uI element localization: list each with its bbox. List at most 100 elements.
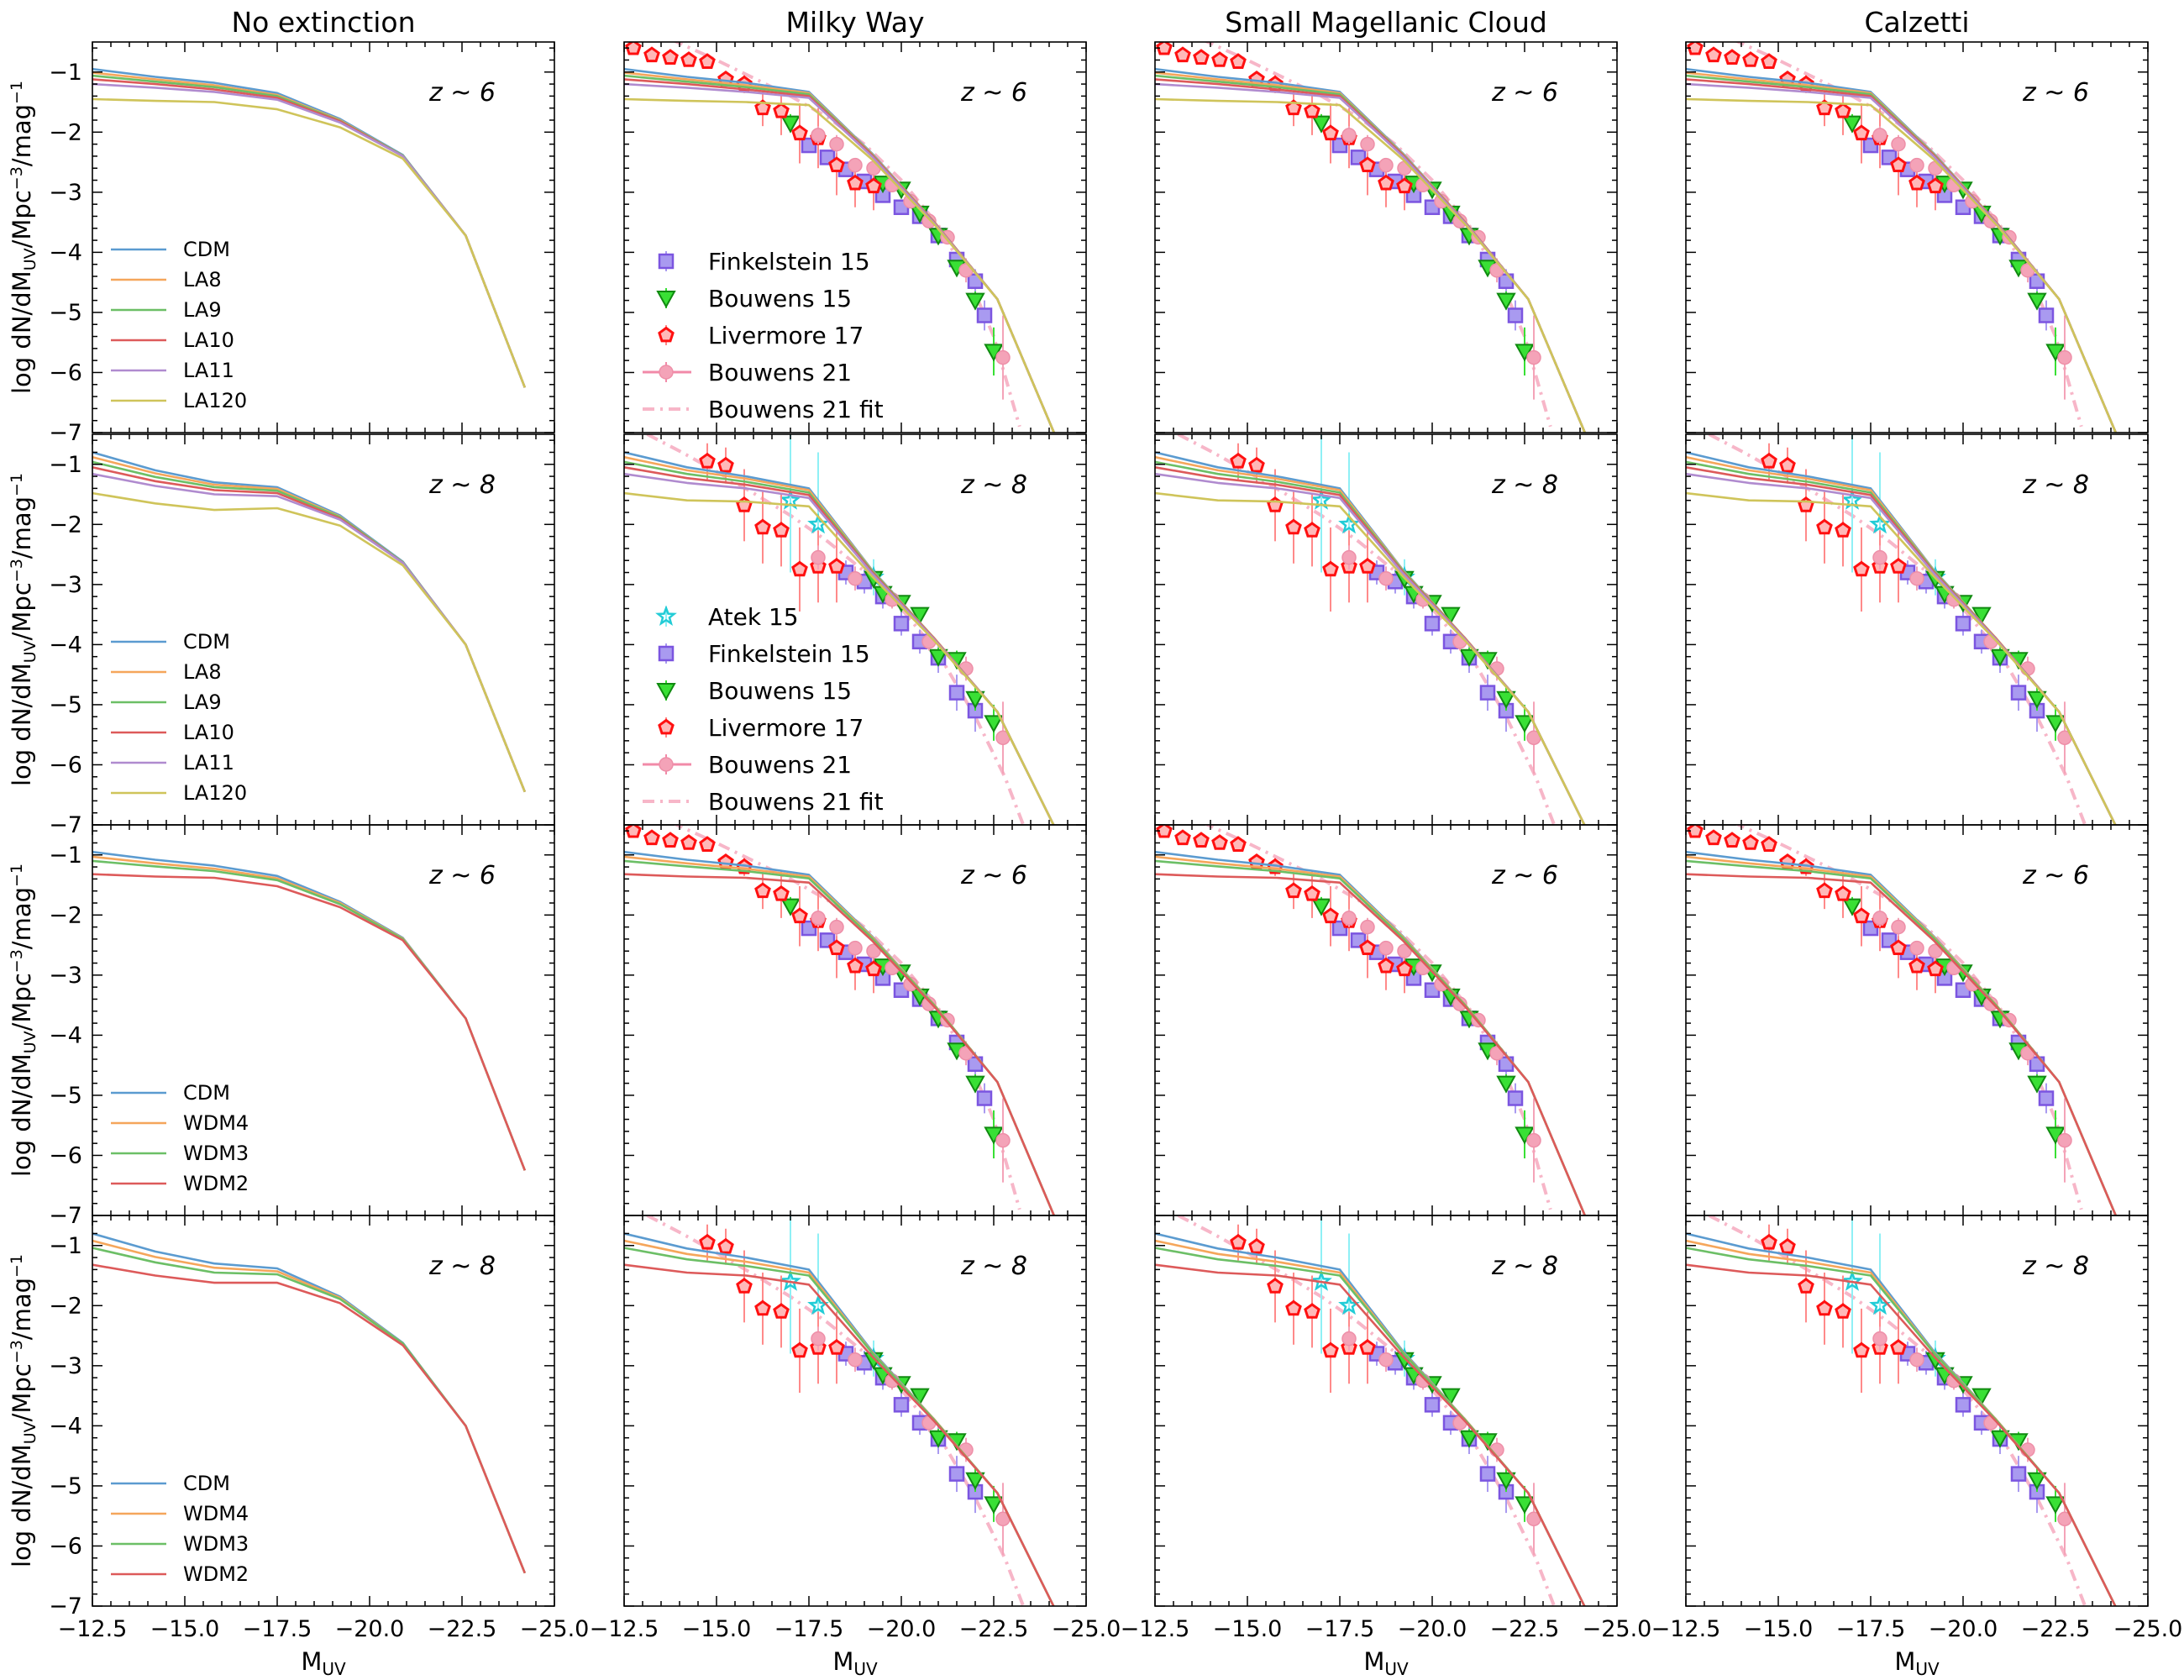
bouwens21-marker: [1909, 940, 1924, 956]
livermore-marker: [1742, 834, 1759, 850]
panel-frame: [1685, 41, 2149, 433]
livermore-marker: [1890, 558, 1907, 574]
legend-label: LA8: [183, 268, 222, 291]
ytick-label: −2: [49, 902, 82, 928]
ytick-label: −3: [49, 963, 82, 989]
livermore-marker: [1761, 836, 1777, 852]
panel-frame: [92, 41, 555, 433]
series-line-wdm3: [92, 1247, 527, 1574]
xtick-label: −20.0: [335, 1616, 405, 1642]
plot-area: [92, 451, 527, 793]
ticks: [92, 1215, 555, 1607]
bouwens15-marker: [910, 606, 930, 625]
legend-label: Finkelstein 15: [708, 640, 870, 668]
bouwens15-marker: [2027, 1472, 2047, 1490]
legend-label: LA10: [183, 328, 234, 352]
bouwens15-marker: [1990, 648, 2010, 667]
panel: z ~ 6: [1154, 41, 1618, 433]
finkelstein-marker: [1507, 1090, 1524, 1106]
livermore-marker: [754, 518, 771, 535]
series-line-cdm: [624, 1232, 1055, 1606]
series-line-la8: [1155, 455, 1586, 825]
legend-label: Bouwens 21: [708, 359, 852, 386]
xtick-label: −12.5: [1121, 1616, 1190, 1642]
xtick-label: −12.5: [58, 1616, 128, 1642]
xtick-label: −15.0: [1744, 1616, 1814, 1642]
legend-label: CDM: [183, 630, 230, 654]
legend-bouwens15-marker: [656, 683, 676, 701]
legend-label: Bouwens 21 fit: [708, 788, 884, 816]
livermore-marker: [773, 885, 790, 901]
xtick-label: −25.0: [2113, 1616, 2183, 1642]
x-axis-label: MUV: [832, 1647, 878, 1679]
xtick-label: −20.0: [1398, 1616, 1467, 1642]
legend-bouwens21-marker: [659, 365, 674, 380]
redshift-label: z ~ 6: [960, 78, 1027, 108]
bouwens21-marker: [1341, 549, 1357, 565]
panel: −7 −6 −5 −4 −3 −2 −1 −12.5 −15.0 −17.5 −20.0 −22.5−…: [49, 1215, 589, 1679]
bouwens21-marker: [1928, 943, 1943, 958]
livermore-marker: [791, 907, 808, 924]
series-line-la9: [1155, 74, 1587, 433]
bouwens21-marker: [866, 943, 881, 958]
atek-marker: [1841, 1270, 1863, 1291]
ytick-label: −5: [49, 300, 82, 326]
series-line-wdm2: [92, 1263, 527, 1574]
finkelstein-marker: [1881, 150, 1898, 165]
series-line-wdm4: [1686, 1239, 2117, 1606]
bouwens21-marker: [1909, 1352, 1924, 1368]
panel: z ~ 8: [1685, 433, 2149, 826]
bouwens15-marker: [928, 648, 948, 667]
legend-label: WDM4: [183, 1502, 249, 1525]
livermore-marker: [1853, 1341, 1870, 1358]
bouwens21-marker: [995, 1132, 1011, 1148]
finkelstein-marker: [2038, 307, 2055, 323]
bouwens21-marker: [1378, 1352, 1394, 1368]
legend-label: Bouwens 15: [708, 285, 852, 312]
plot-area: [1686, 1215, 2117, 1606]
ytick-label: −5: [49, 692, 82, 718]
legend-label: WDM4: [183, 1111, 249, 1135]
series-line-la10: [1155, 466, 1586, 825]
bouwens15-marker: [965, 1075, 985, 1094]
series-line-wdm2: [1155, 873, 1587, 1215]
xtick-label: −15.0: [682, 1616, 752, 1642]
legend-label: LA11: [183, 359, 234, 382]
livermore-marker: [791, 1341, 808, 1358]
bouwens15-marker: [1441, 606, 1461, 625]
xtick-label: −17.5: [1836, 1616, 1906, 1642]
finkelstein-marker: [1479, 1466, 1496, 1482]
livermore-marker: [699, 53, 716, 69]
bouwens15-marker: [1971, 1388, 1992, 1406]
livermore-marker: [847, 174, 864, 191]
panel: −7 −6 −5 −4 −3 −2 −1 z ~ 6 CDM WDM4 WDM3 WDM2: [49, 824, 555, 1229]
finkelstein-marker: [1955, 1397, 1971, 1413]
legend-label: Bouwens 15: [708, 677, 852, 705]
xtick-label: −25.0: [1052, 1616, 1121, 1642]
plot-area: [624, 434, 1055, 825]
y-axis-label: log dN/dMUV/Mpc−3/mag−1: [8, 1254, 39, 1567]
livermore-marker: [1304, 522, 1320, 538]
series-line-la120: [92, 97, 527, 388]
series-line-la120: [92, 491, 527, 793]
livermore-marker: [736, 1278, 753, 1294]
series-line-la11: [92, 472, 527, 793]
ticks: [623, 1215, 1087, 1607]
legend-label: WDM2: [183, 1562, 249, 1586]
bouwens15-marker: [1459, 1430, 1479, 1448]
plot-area: [624, 1215, 1055, 1606]
livermore-marker: [717, 1237, 734, 1254]
series-line-wdm3: [1686, 1247, 2117, 1606]
livermore-marker: [1230, 452, 1247, 469]
ticks: [1685, 1215, 2149, 1607]
ticks: [1685, 42, 2149, 433]
finkelstein-marker: [1350, 932, 1367, 948]
ticks: [1154, 42, 1618, 433]
redshift-label: z ~ 8: [960, 1252, 1027, 1281]
legend-label: LA9: [183, 298, 222, 322]
series-line-wdm2: [1155, 1263, 1586, 1606]
bouwens15-marker: [1311, 115, 1331, 134]
column-title: Calzetti: [1864, 6, 1969, 39]
bouwens15-marker: [928, 1430, 948, 1448]
bouwens21-marker: [811, 911, 826, 926]
